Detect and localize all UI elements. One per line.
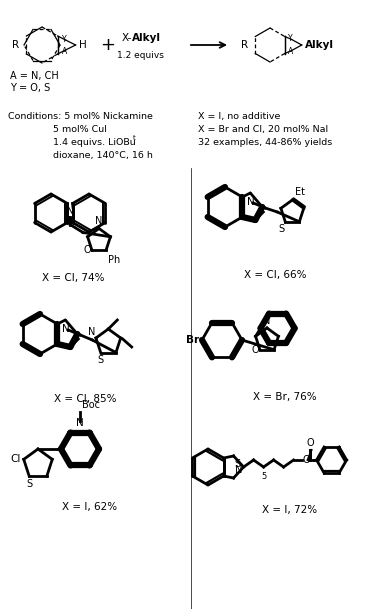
Text: N: N: [96, 217, 103, 227]
Text: X = Cl, 85%: X = Cl, 85%: [54, 394, 116, 404]
Text: O: O: [307, 438, 314, 448]
Text: Br: Br: [186, 335, 199, 345]
Text: A: A: [288, 47, 293, 56]
Text: Et: Et: [295, 187, 305, 197]
Text: dioxane, 140°C, 16 h: dioxane, 140°C, 16 h: [53, 151, 153, 160]
Text: S: S: [26, 479, 32, 489]
Text: N: N: [235, 465, 242, 475]
Text: Boc: Boc: [82, 400, 100, 410]
Text: X = Br and Cl, 20 mol% NaI: X = Br and Cl, 20 mol% NaI: [198, 125, 328, 134]
Text: O: O: [83, 245, 91, 255]
Text: Y = O, S: Y = O, S: [10, 83, 50, 93]
Text: 1.4 equivs. LiOBu: 1.4 equivs. LiOBu: [53, 138, 136, 147]
Text: A: A: [62, 46, 67, 55]
Text: 32 examples, 44-86% yields: 32 examples, 44-86% yields: [198, 138, 332, 147]
Text: S: S: [235, 459, 241, 469]
Text: X-: X-: [122, 33, 133, 43]
Text: S: S: [98, 354, 104, 365]
Text: Cl: Cl: [10, 454, 21, 465]
Text: 5: 5: [261, 472, 266, 481]
Text: Ph: Ph: [108, 255, 120, 265]
Text: Conditions: 5 mol% Nickamine: Conditions: 5 mol% Nickamine: [8, 112, 153, 121]
Text: N: N: [66, 206, 74, 217]
Text: X = Cl, 66%: X = Cl, 66%: [244, 270, 306, 280]
Text: H: H: [79, 40, 86, 50]
Text: A = N, CH: A = N, CH: [10, 71, 59, 81]
Text: N: N: [87, 327, 95, 337]
Text: 5 mol% CuI: 5 mol% CuI: [53, 125, 107, 134]
Text: N: N: [263, 316, 271, 326]
Text: Y: Y: [288, 34, 293, 43]
Text: S: S: [278, 224, 284, 234]
Text: R: R: [241, 40, 248, 50]
Text: X = I, no additive: X = I, no additive: [198, 112, 280, 121]
Text: 1.2 equivs: 1.2 equivs: [117, 51, 163, 60]
Text: X = Cl, 74%: X = Cl, 74%: [42, 273, 104, 283]
Text: X = I, 72%: X = I, 72%: [262, 505, 317, 515]
Text: N: N: [76, 418, 84, 428]
Text: Y: Y: [62, 35, 67, 43]
Text: N: N: [248, 197, 255, 207]
Text: R: R: [12, 40, 19, 50]
Text: O: O: [303, 455, 310, 465]
Text: Alkyl: Alkyl: [132, 33, 161, 43]
Text: X = Br, 76%: X = Br, 76%: [253, 392, 317, 402]
Text: Alkyl: Alkyl: [305, 40, 334, 50]
Text: N: N: [62, 324, 70, 334]
Text: X = I, 62%: X = I, 62%: [62, 502, 118, 512]
Text: +: +: [100, 36, 115, 54]
Text: t: t: [133, 135, 136, 141]
Text: O: O: [251, 345, 259, 354]
